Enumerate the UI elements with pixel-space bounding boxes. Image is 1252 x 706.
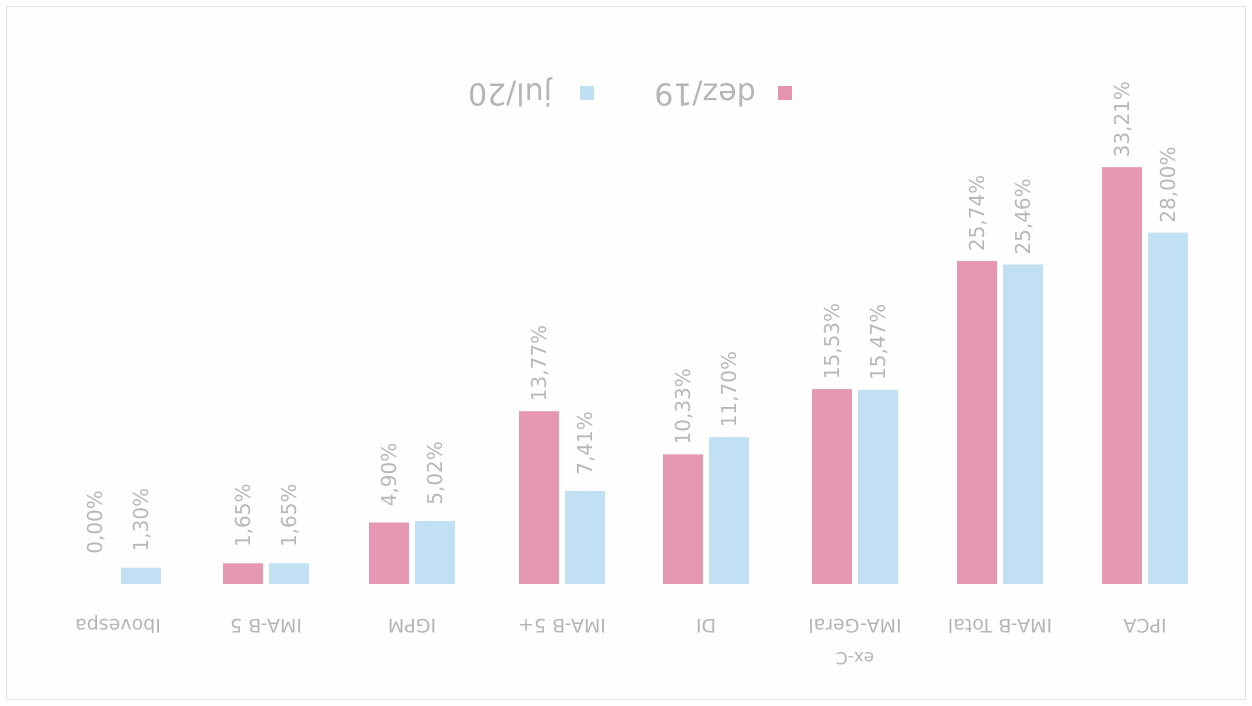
value-label: 1,65% — [277, 484, 301, 548]
category-label-line2: ex-C — [836, 647, 874, 667]
bar-igpm-dez-19 — [369, 522, 409, 584]
category-label: IPCA — [1123, 614, 1166, 636]
bar-ima-b-5--dez-19 — [519, 411, 559, 584]
bar-ibovespa-jul-20 — [121, 567, 161, 584]
category-label: IMA-B 5 — [230, 614, 302, 636]
category-label: Ibovespa — [75, 614, 161, 636]
value-label: 11,70% — [717, 351, 741, 427]
value-label: 4,90% — [377, 443, 401, 507]
category-label: IGPM — [388, 614, 436, 636]
value-labels-layer: 33,21% 28,00% 25,74% 25,46% 15,53% 15,47% 10,3… — [83, 81, 1180, 554]
value-label: 7,41% — [573, 411, 597, 475]
value-label: 13,77% — [527, 325, 551, 401]
category-labels-layer: IPCA IMA-B Total IMA-Geral ex-C DI IMA-B 5+ IG… — [75, 614, 1167, 667]
category-label: DI — [696, 614, 716, 636]
bar-ima-b-5-dez-19 — [223, 563, 263, 584]
value-label: 28,00% — [1156, 146, 1180, 222]
legend-label: dez/19 — [654, 76, 756, 111]
value-label: 25,46% — [1011, 178, 1035, 254]
value-label: 10,33% — [671, 368, 695, 444]
bar-ima-b-total-dez-19 — [957, 260, 997, 584]
bar-ima-geral-ex-c-dez-19 — [812, 389, 852, 584]
value-label: 15,47% — [866, 304, 890, 380]
value-label: 1,30% — [129, 488, 153, 552]
value-label: 15,53% — [820, 303, 844, 379]
legend-swatch — [580, 86, 594, 100]
category-label: IMA-B Total — [948, 614, 1052, 636]
bars-layer — [121, 167, 1188, 585]
value-label: 1,65% — [231, 484, 255, 548]
legend-label: jul/20 — [468, 76, 553, 111]
value-label: 33,21% — [1110, 81, 1134, 157]
bar-di-jul-20 — [709, 437, 749, 584]
bar-ipca-dez-19 — [1102, 167, 1142, 585]
category-label: IMA-B 5+ — [518, 614, 606, 636]
value-label: 5,02% — [423, 441, 447, 505]
bar-di-dez-19 — [663, 454, 703, 584]
bar-ima-b-5-jul-20 — [269, 563, 309, 584]
bar-ima-b-5--jul-20 — [565, 491, 605, 584]
value-label: 25,74% — [965, 175, 989, 251]
bar-ipca-jul-20 — [1148, 232, 1188, 584]
legend-item-series-a: dez/19 — [580, 76, 756, 111]
legend: dez/19 jul/20 — [468, 76, 792, 111]
value-label: 0,00% — [83, 490, 107, 554]
category-label: IMA-Geral — [808, 614, 901, 636]
bar-ima-b-total-jul-20 — [1003, 264, 1043, 584]
legend-swatch — [778, 86, 792, 100]
bar-igpm-jul-20 — [415, 520, 455, 584]
bar-ima-geral-ex-c-jul-20 — [858, 389, 898, 584]
legend-item-series-b: jul/20 — [468, 76, 792, 111]
